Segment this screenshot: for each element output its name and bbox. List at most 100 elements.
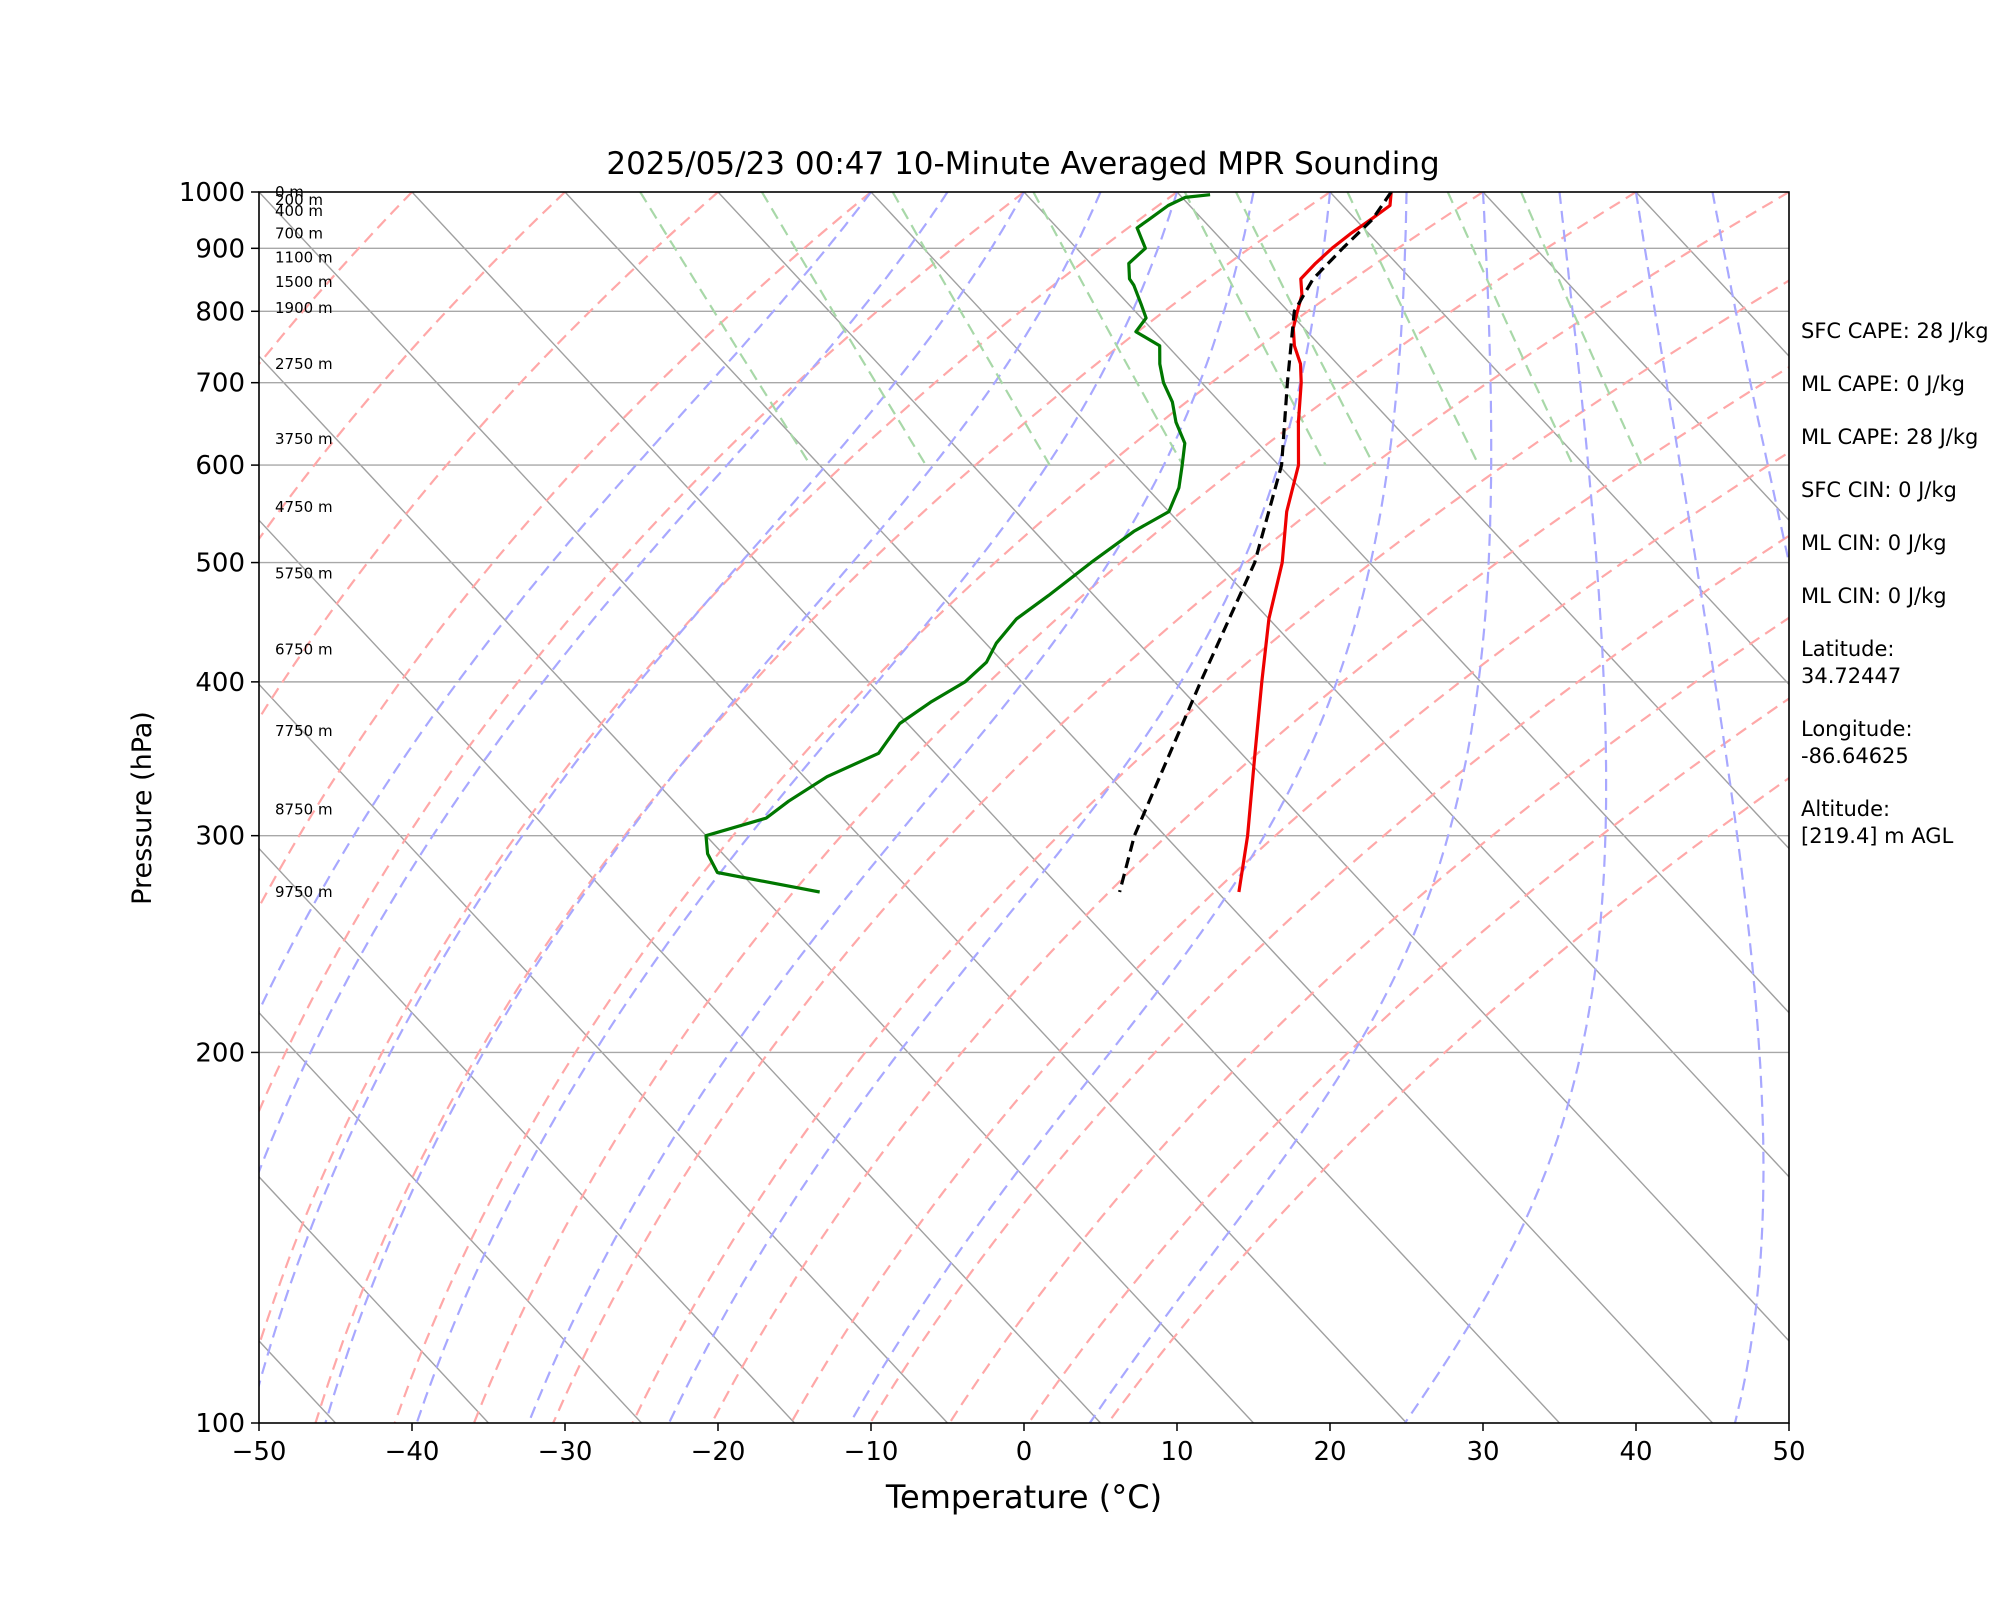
dry-adiabat-line (948, 616, 1789, 1423)
height-label: 3750 m (275, 430, 333, 448)
height-label: 2750 m (275, 355, 333, 373)
dry-adiabat-line (710, 365, 1789, 1423)
x-tick-label: 40 (1619, 1437, 1652, 1467)
x-tick-label: 10 (1160, 1437, 1193, 1467)
moist-adiabat-line (259, 192, 949, 1175)
x-tick-label: 20 (1313, 1437, 1346, 1467)
mixing-ratio-line (1520, 192, 1643, 466)
chart-title: 2025/05/23 00:47 10-Minute Averaged MPR … (606, 146, 1439, 182)
moist-adiabat-line (1403, 192, 1608, 1423)
mixing-ratio-line (1235, 192, 1375, 466)
isotherm-line (259, 192, 1408, 1423)
y-tick-label: 200 (195, 1038, 245, 1068)
temperature-profile-line (1237, 192, 1393, 893)
height-label: 5750 m (275, 564, 333, 582)
y-axis-ticks: 1000 900 800 700 600 500 400 300 200 100 (179, 178, 259, 1439)
dry-adiabat-line (259, 192, 719, 721)
isotherm-line (259, 847, 796, 1423)
mixing-ratio-line (891, 192, 1051, 466)
x-axis-ticks: −50 −40 −30 −20 −10 0 10 20 30 40 50 (232, 1423, 1806, 1467)
background-reference-lines (0, 192, 1789, 1423)
height-label: 4750 m (275, 498, 333, 516)
stat-text: SFC CAPE: 28 J/kg (1801, 319, 1989, 343)
height-label: 1500 m (275, 273, 333, 291)
mixing-ratio-line (1346, 192, 1480, 466)
mixing-ratio-line (760, 192, 927, 466)
stat-text: Latitude: 34.72447 (1801, 637, 1901, 688)
x-tick-label: −10 (844, 1437, 899, 1467)
isotherm-line (1176, 192, 1789, 850)
x-tick-label: −30 (538, 1437, 593, 1467)
mixing-ratio-line (639, 192, 812, 466)
height-label: 1100 m (275, 248, 333, 266)
moist-adiabat-line (849, 192, 1408, 1423)
dry-adiabat-line (1027, 697, 1789, 1423)
moist-adiabat-line (324, 192, 1102, 1423)
height-label: 700 m (275, 225, 323, 243)
height-label: 9750 m (275, 883, 333, 901)
dry-adiabat-line (790, 451, 1789, 1423)
height-label: 6750 m (275, 640, 333, 658)
mixing-ratio-line (1446, 192, 1574, 466)
isotherm-line (259, 683, 949, 1423)
isotherm-line (259, 519, 1102, 1423)
stat-text: Longitude: -86.64625 (1801, 717, 1913, 768)
stat-text: ML CAPE: 0 J/kg (1801, 372, 1965, 396)
stat-text: Altitude: [219.4] m AGL (1801, 797, 1954, 848)
x-tick-label: 30 (1466, 1437, 1499, 1467)
isotherm-line (1482, 192, 1789, 522)
x-tick-label: 0 (1016, 1437, 1033, 1467)
x-tick-label: 50 (1772, 1437, 1805, 1467)
dry-adiabat-line (259, 192, 1178, 1349)
dry-adiabat-line (869, 534, 1789, 1423)
isotherm-line (1329, 192, 1789, 686)
moist-adiabat-line (1711, 192, 1789, 568)
dry-adiabat-line (259, 192, 872, 910)
y-tick-label: 800 (195, 297, 245, 327)
isotherm-line (259, 1175, 490, 1423)
isotherm-line (411, 192, 1561, 1423)
y-tick-label: 500 (195, 549, 245, 579)
height-label: 1900 m (275, 299, 333, 317)
moist-adiabat-line (1088, 192, 1493, 1423)
y-tick-label: 100 (195, 1409, 245, 1439)
isotherm-line (717, 192, 1789, 1342)
stat-text: SFC CIN: 0 J/kg (1801, 478, 1957, 502)
dry-adiabat-line (259, 192, 1025, 1114)
dry-adiabat-line (631, 279, 1789, 1423)
y-tick-label: 400 (195, 668, 245, 698)
moist-adiabat-line (415, 192, 1179, 1423)
mixing-ratio-line (1032, 192, 1184, 466)
dry-adiabat-line (472, 192, 1637, 1423)
isotherm-line (259, 355, 1255, 1423)
x-tick-label: −50 (232, 1437, 287, 1467)
y-tick-label: 600 (195, 451, 245, 481)
sounding-statistics: SFC CAPE: 28 J/kg ML CAPE: 0 J/kg ML CAPE:… (1801, 319, 1989, 848)
y-tick-label: 1000 (179, 178, 245, 208)
height-label: 8750 m (275, 801, 333, 819)
x-axis-label: Temperature (°C) (885, 1478, 1162, 1516)
y-tick-label: 900 (195, 234, 245, 264)
isotherm-line (564, 192, 1714, 1423)
y-tick-label: 700 (195, 369, 245, 399)
parcel-profile-line (1118, 192, 1393, 893)
height-label: 400 m (275, 202, 323, 220)
dry-adiabat-line (552, 192, 1789, 1423)
y-tick-label: 300 (195, 822, 245, 852)
isotherm-line (0, 192, 30, 1423)
dry-adiabat-line (1107, 776, 1789, 1423)
x-tick-label: −20 (691, 1437, 746, 1467)
isotherm-line (259, 1011, 643, 1423)
isotherm-line (1023, 192, 1789, 1014)
mixing-ratio-line (1183, 192, 1327, 466)
height-label: 7750 m (275, 722, 333, 740)
isotherm-line (870, 192, 1789, 1178)
y-axis-label: Pressure (hPa) (127, 711, 158, 905)
dry-adiabat-line (393, 192, 1484, 1423)
sounding-profiles (704, 192, 1393, 894)
moist-adiabat-line (259, 192, 872, 1014)
stat-text: ML CIN: 0 J/kg (1801, 584, 1947, 608)
x-tick-label: −40 (385, 1437, 440, 1467)
